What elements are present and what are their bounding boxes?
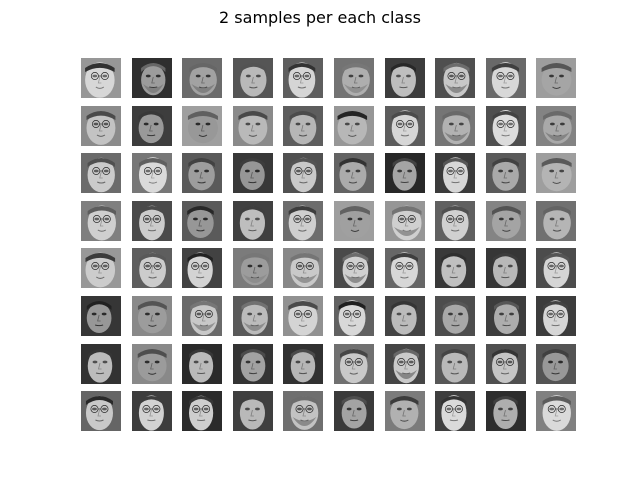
face-image bbox=[486, 106, 526, 146]
face-image bbox=[536, 296, 576, 336]
face-image bbox=[132, 296, 172, 336]
face-image bbox=[182, 344, 222, 384]
face-image bbox=[435, 391, 475, 431]
face-image bbox=[435, 296, 475, 336]
face-image bbox=[283, 248, 323, 288]
face-image bbox=[233, 296, 273, 336]
face-image bbox=[81, 201, 121, 241]
face-image bbox=[182, 153, 222, 193]
face-image bbox=[132, 391, 172, 431]
face-image bbox=[536, 106, 576, 146]
face-image bbox=[536, 58, 576, 98]
face-image bbox=[283, 391, 323, 431]
face-image bbox=[486, 296, 526, 336]
face-image bbox=[233, 153, 273, 193]
face-image bbox=[233, 201, 273, 241]
face-image bbox=[283, 106, 323, 146]
face-image bbox=[486, 391, 526, 431]
face-image bbox=[334, 296, 374, 336]
face-image bbox=[132, 153, 172, 193]
face-image bbox=[182, 296, 222, 336]
face-image bbox=[536, 391, 576, 431]
face-image bbox=[283, 344, 323, 384]
face-image bbox=[233, 106, 273, 146]
face-image bbox=[385, 296, 425, 336]
face-image bbox=[81, 106, 121, 146]
face-image bbox=[283, 296, 323, 336]
face-image bbox=[385, 248, 425, 288]
face-image bbox=[334, 106, 374, 146]
face-image bbox=[385, 58, 425, 98]
face-image bbox=[486, 201, 526, 241]
face-image bbox=[435, 58, 475, 98]
face-image bbox=[233, 248, 273, 288]
face-image bbox=[334, 391, 374, 431]
face-image bbox=[132, 201, 172, 241]
face-image bbox=[182, 391, 222, 431]
face-image bbox=[334, 58, 374, 98]
face-image bbox=[233, 58, 273, 98]
figure-title: 2 samples per each class bbox=[219, 8, 421, 27]
face-image bbox=[334, 201, 374, 241]
face-image bbox=[81, 344, 121, 384]
face-image bbox=[385, 344, 425, 384]
face-image bbox=[486, 58, 526, 98]
face-image bbox=[435, 344, 475, 384]
face-image bbox=[334, 153, 374, 193]
face-image bbox=[385, 391, 425, 431]
face-image bbox=[132, 58, 172, 98]
face-image bbox=[283, 153, 323, 193]
face-image bbox=[182, 58, 222, 98]
face-image bbox=[536, 248, 576, 288]
face-image bbox=[233, 344, 273, 384]
face-image bbox=[283, 201, 323, 241]
face-image bbox=[81, 296, 121, 336]
face-image bbox=[81, 391, 121, 431]
face-image bbox=[233, 391, 273, 431]
face-image bbox=[81, 248, 121, 288]
face-image bbox=[486, 153, 526, 193]
face-image bbox=[536, 153, 576, 193]
face-image bbox=[132, 344, 172, 384]
face-image bbox=[536, 344, 576, 384]
face-image bbox=[385, 201, 425, 241]
face-image bbox=[334, 344, 374, 384]
face-image bbox=[486, 344, 526, 384]
face-image bbox=[486, 248, 526, 288]
face-image bbox=[385, 106, 425, 146]
face-image bbox=[385, 153, 425, 193]
face-image bbox=[435, 153, 475, 193]
face-image bbox=[435, 248, 475, 288]
face-image bbox=[283, 58, 323, 98]
face-image bbox=[182, 106, 222, 146]
face-image bbox=[132, 106, 172, 146]
face-image bbox=[435, 106, 475, 146]
face-image bbox=[182, 201, 222, 241]
face-image bbox=[132, 248, 172, 288]
face-image bbox=[334, 248, 374, 288]
face-image bbox=[536, 201, 576, 241]
face-image bbox=[81, 153, 121, 193]
face-image bbox=[182, 248, 222, 288]
face-image bbox=[435, 201, 475, 241]
face-image bbox=[81, 58, 121, 98]
